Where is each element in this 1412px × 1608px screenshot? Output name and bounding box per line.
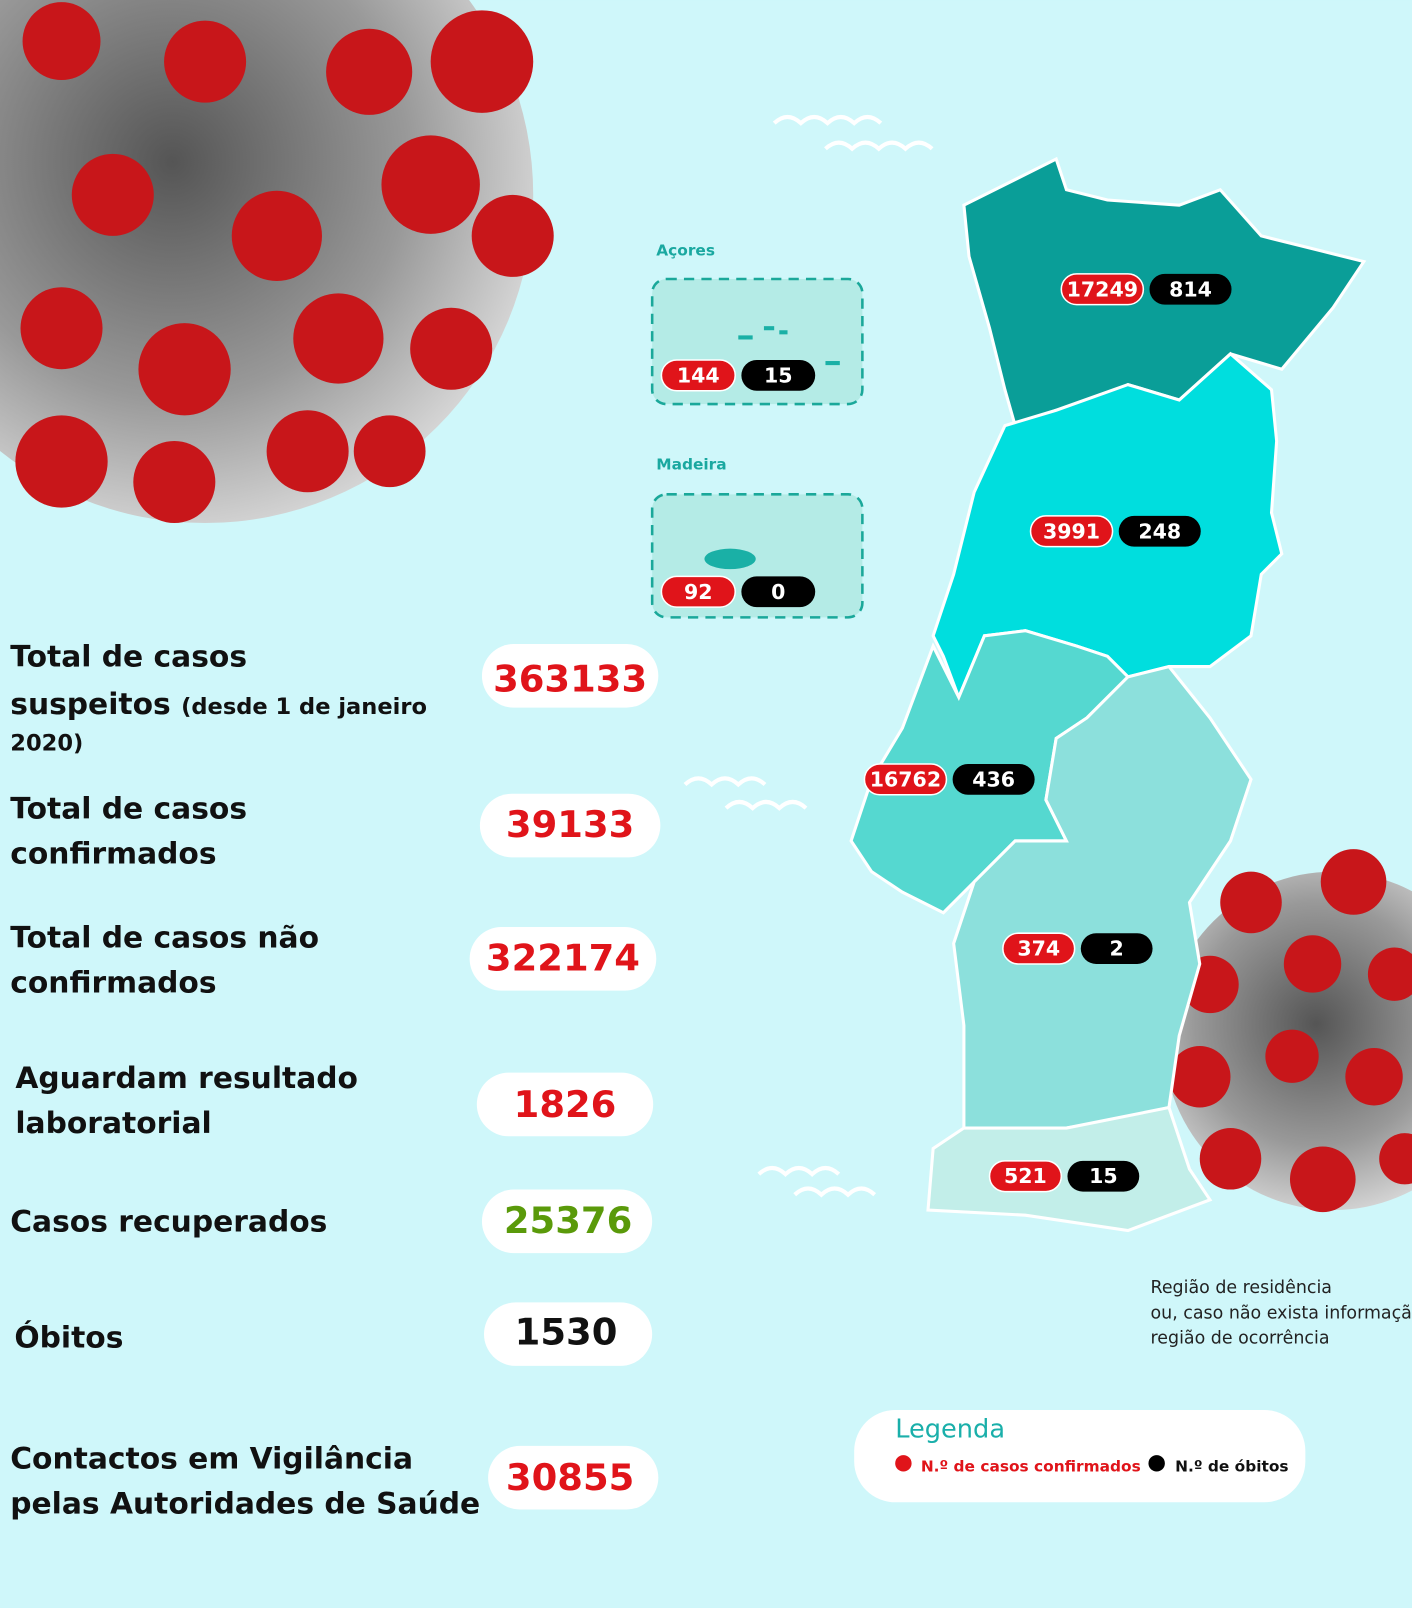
stat-value: 322174 bbox=[486, 936, 640, 979]
legend-dot bbox=[1148, 1455, 1165, 1472]
value-box bbox=[488, 1445, 659, 1510]
value-box bbox=[476, 1072, 654, 1137]
deaths-count: 2 bbox=[1110, 937, 1124, 961]
stat-label: Total de casos bbox=[10, 640, 247, 675]
legend-dot bbox=[895, 1455, 912, 1472]
deaths-count-pill bbox=[1118, 515, 1201, 547]
virus-image bbox=[1163, 849, 1412, 1213]
island-shape bbox=[704, 548, 756, 570]
value-box bbox=[481, 644, 659, 708]
deaths-count: 814 bbox=[1169, 277, 1212, 301]
stat-note: (desde 1 de janeiro bbox=[181, 694, 427, 720]
stats: Total de casos suspeitos (desde 1 de jan… bbox=[10, 640, 661, 1522]
note: Região de residência bbox=[1151, 1278, 1332, 1298]
cases-count-pill bbox=[863, 763, 948, 796]
cases-count: 92 bbox=[684, 580, 713, 604]
stat-label: Casos recuperados bbox=[10, 1205, 327, 1240]
legend: Legenda N.º de casos confirmados N.º de … bbox=[854, 1410, 1306, 1503]
stat-label: Total de casos não bbox=[10, 921, 319, 956]
legend-item: N.º de óbitos bbox=[1175, 1458, 1288, 1476]
deaths-count: 15 bbox=[764, 363, 793, 387]
legend-item: N.º de casos confirmados bbox=[921, 1458, 1141, 1476]
stat-label: suspeitos bbox=[10, 687, 170, 722]
cases-count-pill bbox=[988, 1160, 1063, 1193]
deaths-count-pill bbox=[1080, 933, 1153, 964]
cases-count-pill bbox=[660, 575, 736, 608]
deaths-count: 15 bbox=[1089, 1164, 1118, 1188]
deaths-count-pill bbox=[952, 764, 1035, 795]
stat-label: confirmados bbox=[10, 966, 216, 1001]
island-label: Madeira bbox=[656, 456, 726, 474]
legend-title: Legenda bbox=[895, 1415, 1005, 1445]
deaths-count: 248 bbox=[1138, 519, 1181, 543]
stat-value: 25376 bbox=[504, 1199, 632, 1242]
stat-value: 39133 bbox=[506, 803, 634, 846]
stat-label: Óbitos bbox=[14, 1318, 123, 1355]
deaths-count-pill bbox=[741, 359, 816, 391]
stat-label: laboratorial bbox=[15, 1106, 211, 1141]
stat-value: 1530 bbox=[515, 1311, 618, 1354]
stat-value: 1826 bbox=[514, 1083, 617, 1126]
deaths-count: 436 bbox=[972, 767, 1015, 791]
cases-count: 521 bbox=[1004, 1164, 1047, 1188]
deaths-count-pill bbox=[1067, 1160, 1140, 1192]
stat-value: 363133 bbox=[493, 657, 647, 700]
stat-label: confirmados bbox=[10, 836, 216, 871]
cases-count: 3991 bbox=[1043, 519, 1100, 543]
cases-count-pill bbox=[1002, 932, 1076, 965]
stat-value: 30855 bbox=[506, 1456, 634, 1499]
virus-image bbox=[0, 0, 554, 524]
stat-label: Aguardam resultado bbox=[15, 1061, 358, 1096]
value-box bbox=[481, 1189, 653, 1254]
stat-note: 2020) bbox=[10, 731, 83, 757]
cases-count-pill bbox=[660, 359, 736, 392]
stat-label: Total de casos bbox=[10, 791, 247, 826]
stat-label: pelas Autoridades de Saúde bbox=[10, 1487, 480, 1522]
deaths-count-pill bbox=[1149, 273, 1232, 305]
stat-label: Contactos em Vigilância bbox=[10, 1441, 413, 1476]
region-algarve bbox=[926, 1105, 1213, 1233]
cases-count-pill bbox=[1060, 273, 1145, 306]
cases-count: 16762 bbox=[870, 767, 941, 791]
wave-decoration bbox=[683, 114, 934, 1198]
value-box bbox=[479, 793, 661, 858]
cases-count: 144 bbox=[677, 363, 720, 387]
island-shapes bbox=[738, 326, 840, 366]
deaths-count: 0 bbox=[771, 580, 785, 604]
deaths-count-pill bbox=[741, 576, 816, 608]
cases-count-pill bbox=[1029, 515, 1114, 548]
note: ou, caso não exista informação, bbox=[1151, 1304, 1412, 1324]
value-box bbox=[469, 927, 657, 991]
legend-box bbox=[854, 1410, 1306, 1503]
cases-count: 17249 bbox=[1067, 277, 1138, 301]
value-box bbox=[483, 1302, 653, 1366]
cases-count: 374 bbox=[1017, 937, 1060, 961]
stat-label: suspeitos (desde 1 de janeiro bbox=[10, 687, 427, 722]
island-label: Açores bbox=[656, 241, 715, 259]
note: região de ocorrência bbox=[1151, 1328, 1330, 1348]
